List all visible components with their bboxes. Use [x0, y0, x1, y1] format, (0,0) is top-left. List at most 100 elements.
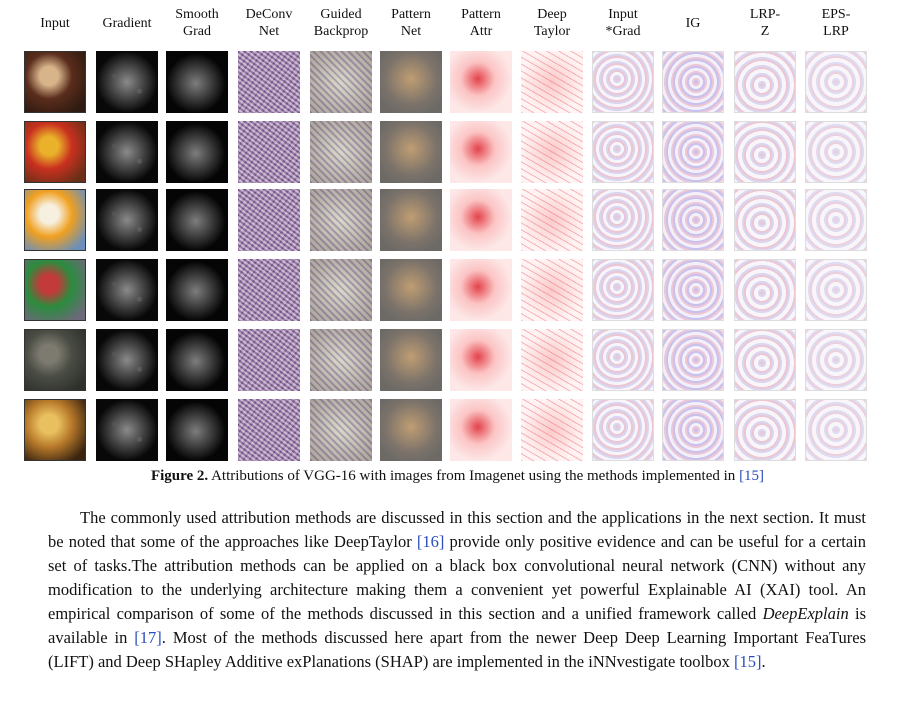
column-header-line: Net	[258, 24, 280, 39]
ig-map-row-4	[662, 259, 724, 321]
guided-backprop-map-row-4	[310, 259, 372, 321]
paragraph-text: . Most of the methods discussed here apa…	[48, 628, 867, 671]
figure-label: Figure 2.	[150, 468, 209, 484]
eps-lrp-map-row-2	[805, 121, 867, 183]
lrp-z-map-row-1	[734, 51, 796, 113]
column-header-pattern-net: Pattern Net	[379, 6, 443, 40]
guided-backprop-map-row-5	[310, 329, 372, 391]
guided-backprop-map-row-1	[310, 51, 372, 113]
paragraph-text: The commonly used attribution methods ar…	[48, 508, 866, 551]
column-header-line: Net	[400, 24, 422, 39]
column-header-input: Input	[23, 15, 87, 32]
ig-map-row-6	[662, 399, 724, 461]
gradient-map-row-5	[96, 329, 158, 391]
deconvnet-map-row-5	[238, 329, 300, 391]
pattern-net-map-row-4	[380, 259, 442, 321]
input-grad-map-row-1	[592, 51, 654, 113]
attribution-figure: Input Gradient Smooth Grad DeConv Net Guided Ba…	[23, 6, 868, 461]
lrp-z-map-row-3	[734, 189, 796, 251]
smooth-grad-map-row-6	[166, 399, 228, 461]
citation-link[interactable]: [17]	[134, 628, 162, 647]
pattern-attr-map-row-3	[450, 189, 512, 251]
body-paragraph: The commonly used attribution methods ar…	[48, 506, 866, 674]
input-grad-map-row-5	[592, 329, 654, 391]
column-header-line: *Grad	[605, 24, 641, 39]
input-grad-map-row-2	[592, 121, 654, 183]
deep-taylor-map-row-4	[521, 259, 583, 321]
figure-caption: Figure 2. Attributions of VGG-16 with im…	[0, 466, 915, 486]
deep-taylor-map-row-3	[521, 189, 583, 251]
input-map-row-3	[24, 189, 86, 251]
smooth-grad-map-row-3	[166, 189, 228, 251]
input-map-row-2	[24, 121, 86, 183]
lrp-z-map-row-2	[734, 121, 796, 183]
column-header-line: Grad	[183, 24, 211, 39]
pattern-net-map-row-3	[380, 189, 442, 251]
ig-map-row-3	[662, 189, 724, 251]
guided-backprop-map-row-3	[310, 189, 372, 251]
column-header-input-grad: Input *Grad	[591, 6, 655, 40]
column-header-line: Deep	[537, 7, 567, 22]
input-map-row-1	[24, 51, 86, 113]
input-map-row-6	[24, 399, 86, 461]
ig-map-row-2	[662, 121, 724, 183]
column-header-gradient: Gradient	[95, 15, 159, 32]
column-header-pattern-attr: Pattern Attr	[449, 6, 513, 40]
column-header-line: Pattern	[461, 7, 501, 22]
pattern-attr-map-row-6	[450, 399, 512, 461]
smooth-grad-map-row-5	[166, 329, 228, 391]
column-header-line: Input	[608, 7, 638, 22]
deep-taylor-map-row-2	[521, 121, 583, 183]
paragraph-text: .	[761, 652, 766, 671]
ig-map-row-5	[662, 329, 724, 391]
column-header-smooth-grad: Smooth Grad	[165, 6, 229, 40]
eps-lrp-map-row-4	[805, 259, 867, 321]
input-grad-map-row-4	[592, 259, 654, 321]
deconvnet-map-row-4	[238, 259, 300, 321]
lrp-z-map-row-5	[734, 329, 796, 391]
column-header-line: Smooth	[175, 7, 219, 22]
deep-taylor-map-row-6	[521, 399, 583, 461]
smooth-grad-map-row-1	[166, 51, 228, 113]
column-header-line: IG	[685, 16, 701, 31]
column-header-lrp-z: LRP- Z	[733, 6, 797, 40]
lrp-z-map-row-4	[734, 259, 796, 321]
column-header-guided-backprop: Guided Backprop	[309, 6, 373, 40]
gradient-map-row-2	[96, 121, 158, 183]
pattern-attr-map-row-1	[450, 51, 512, 113]
paragraph-text: provide only positive evidence and can b…	[48, 532, 866, 623]
pattern-net-map-row-5	[380, 329, 442, 391]
pattern-net-map-row-2	[380, 121, 442, 183]
citation-link[interactable]: [15]	[733, 652, 762, 671]
deep-taylor-map-row-5	[521, 329, 583, 391]
guided-backprop-map-row-2	[310, 121, 372, 183]
smooth-grad-map-row-4	[166, 259, 228, 321]
pattern-attr-map-row-5	[450, 329, 512, 391]
lrp-z-map-row-6	[734, 399, 796, 461]
gradient-map-row-1	[96, 51, 158, 113]
input-map-row-5	[24, 329, 86, 391]
column-header-line: Input	[40, 16, 70, 31]
column-header-line: Attr	[469, 24, 493, 39]
input-map-row-4	[24, 259, 86, 321]
paragraph-text: is available in	[48, 604, 866, 647]
gradient-map-row-4	[96, 259, 158, 321]
caption-citation-link[interactable]: [15]	[739, 468, 765, 484]
column-header-line: Z	[760, 24, 770, 39]
column-header-ig: IG	[661, 15, 725, 32]
column-header-deconvnet: DeConv Net	[237, 6, 301, 40]
input-grad-map-row-6	[592, 399, 654, 461]
eps-lrp-map-row-1	[805, 51, 867, 113]
column-header-line: Gradient	[102, 16, 152, 31]
column-header-eps-lrp: EPS- LRP	[804, 6, 868, 40]
citation-link[interactable]: [16]	[416, 532, 445, 551]
column-header-line: DeConv	[245, 7, 293, 22]
pattern-net-map-row-6	[380, 399, 442, 461]
gradient-map-row-6	[96, 399, 158, 461]
deep-taylor-map-row-1	[521, 51, 583, 113]
deconvnet-map-row-3	[238, 189, 300, 251]
deconvnet-map-row-2	[238, 121, 300, 183]
column-header-deep-taylor: Deep Taylor	[520, 6, 584, 40]
framework-name: DeepExplain	[762, 604, 849, 623]
ig-map-row-1	[662, 51, 724, 113]
